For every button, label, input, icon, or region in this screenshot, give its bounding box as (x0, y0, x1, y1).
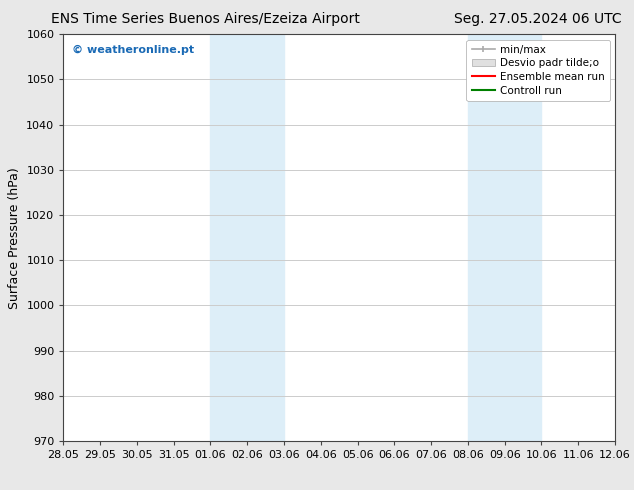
Bar (468, 34, 541, 441)
Legend: min/max, Desvio padr tilde;o, Ensemble mean run, Controll run: min/max, Desvio padr tilde;o, Ensemble m… (467, 40, 610, 101)
Text: Seg. 27.05.2024 06 UTC: Seg. 27.05.2024 06 UTC (454, 12, 621, 26)
Y-axis label: Surface Pressure (hPa): Surface Pressure (hPa) (8, 167, 21, 309)
Text: ENS Time Series Buenos Aires/Ezeiza Airport: ENS Time Series Buenos Aires/Ezeiza Airp… (51, 12, 359, 26)
Bar (210, 34, 284, 441)
Text: © weatheronline.pt: © weatheronline.pt (72, 45, 194, 54)
